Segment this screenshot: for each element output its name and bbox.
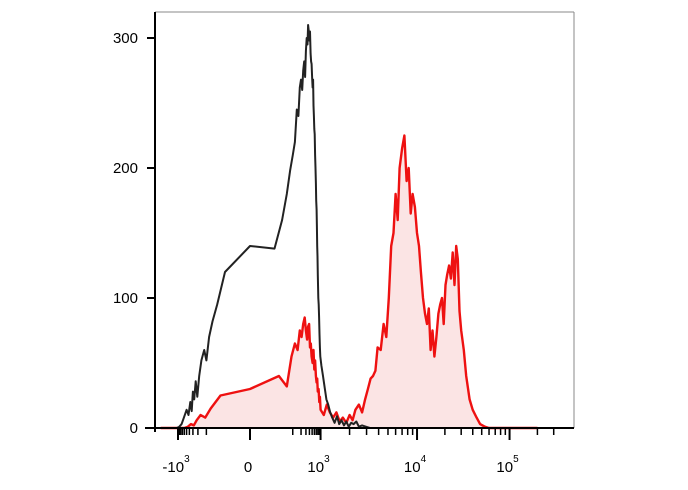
x-tick-label-exponent: 4 (421, 454, 427, 465)
x-ticks: -103 0 103 104 105 (162, 428, 555, 476)
x-tick-label: -103 (162, 454, 190, 476)
y-ticks: 0 100 200 300 (113, 30, 155, 437)
x-tick-label-base: 10 (496, 459, 513, 476)
x-tick-label-base: 10 (307, 459, 324, 476)
series-layer (160, 24, 538, 430)
x-tick-label-base: 10 (404, 459, 421, 476)
x-tick-label: 0 (244, 459, 252, 476)
x-tick-label-exponent: 3 (324, 454, 330, 465)
axes-layer (145, 12, 574, 432)
x-tick-label-exponent: 5 (513, 454, 519, 465)
x-tick-label-base: 0 (244, 459, 252, 476)
series-0-line (160, 24, 538, 429)
x-tick-label-exponent: 3 (184, 454, 190, 465)
series-1-area (160, 135, 538, 428)
x-tick-label: 104 (404, 454, 427, 476)
plot-frame (155, 11, 575, 428)
x-tick-label: 105 (496, 454, 519, 476)
series-1-line (160, 134, 538, 430)
y-tick-label: 100 (113, 290, 138, 307)
y-tick-label: 0 (130, 420, 138, 437)
y-tick-label: 200 (113, 160, 138, 177)
x-tick-label: 103 (307, 454, 330, 476)
y-tick-label: 300 (113, 30, 138, 47)
x-tick-label-base: -10 (162, 459, 184, 476)
